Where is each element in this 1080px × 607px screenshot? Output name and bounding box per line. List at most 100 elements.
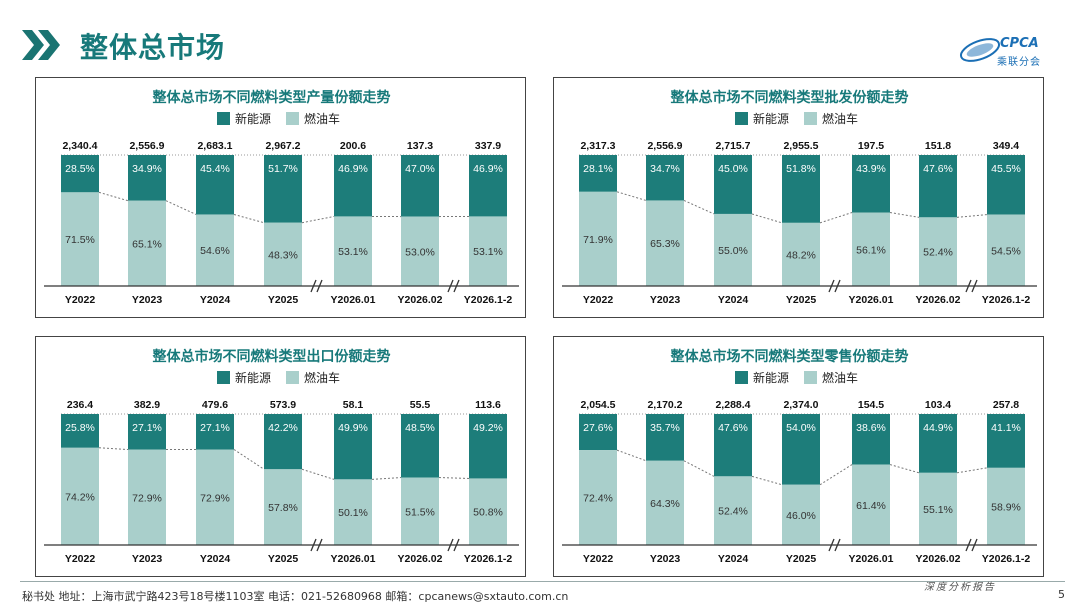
x-tick-label: Y2022 — [65, 553, 96, 565]
double-chevron-icon — [22, 30, 60, 60]
chart-panel-wholesale: 整体总市场不同燃料类型批发份额走势 新能源 燃油车 28.1% 71.9% 2,317.3… — [553, 77, 1044, 318]
bar-nev — [714, 155, 752, 214]
data-label-fuel: 48.3% — [268, 249, 298, 261]
axis-break-slash — [310, 279, 317, 293]
boundary-connector — [683, 200, 715, 215]
total-label: 2,955.5 — [783, 140, 818, 152]
bar-nev — [61, 155, 99, 193]
x-tick-label: Y2025 — [268, 294, 299, 306]
data-label-fuel: 57.8% — [268, 502, 298, 514]
data-label-fuel: 55.0% — [718, 245, 748, 257]
total-label: 151.8 — [925, 140, 951, 152]
data-label-nev: 47.6% — [923, 163, 953, 175]
data-label-fuel: 65.1% — [132, 238, 162, 250]
footer-contact: 秘书处 地址：上海市武宁路423号18号楼1103室 电话：021-526809… — [22, 590, 569, 603]
total-label: 2,556.9 — [647, 140, 682, 152]
total-label: 2,170.2 — [647, 399, 682, 411]
data-label-nev: 35.7% — [650, 422, 680, 434]
bar-nev — [469, 414, 507, 479]
page-title: 整体总市场 — [80, 31, 226, 64]
bar-fuel — [401, 216, 439, 286]
data-label-fuel: 54.5% — [991, 245, 1021, 257]
data-label-fuel: 72.9% — [132, 492, 162, 504]
chart-panel-production: 整体总市场不同燃料类型产量份额走势 新能源 燃油车 28.5% 71.5% 2,340.4… — [35, 77, 526, 318]
boundary-connector — [751, 475, 783, 486]
legend-label-fuel: 燃油车 — [822, 111, 858, 126]
chart-legend: 新能源 燃油车 — [217, 370, 340, 385]
bar-fuel — [987, 214, 1025, 286]
cpca-logo-icon — [959, 38, 1001, 62]
data-label-nev: 34.9% — [132, 163, 162, 175]
chart-legend: 新能源 燃油车 — [217, 111, 340, 126]
data-label-nev: 25.8% — [65, 422, 95, 434]
boundary-connector — [751, 213, 783, 224]
bar-nev — [128, 414, 166, 450]
bar-fuel — [264, 469, 302, 545]
data-label-fuel: 53.1% — [338, 246, 368, 258]
axis-break-mark — [310, 279, 323, 293]
bar-nev — [646, 414, 684, 461]
total-label: 2,683.1 — [197, 140, 232, 152]
data-label-fuel: 52.4% — [923, 247, 953, 259]
bar-fuel — [401, 477, 439, 545]
x-tick-label: Y2024 — [718, 294, 749, 306]
data-label-nev: 41.1% — [991, 422, 1021, 434]
data-label-fuel: 72.9% — [200, 492, 230, 504]
axis-break-mark — [965, 279, 978, 293]
legend-swatch-fuel — [286, 112, 299, 125]
axis-break-slash — [965, 538, 972, 552]
legend-label-nev: 新能源 — [753, 370, 789, 385]
data-label-nev: 51.7% — [268, 163, 298, 175]
total-label: 103.4 — [925, 399, 951, 411]
boundary-connector — [438, 477, 470, 479]
total-label: 236.4 — [67, 399, 93, 411]
bar-nev — [919, 414, 957, 473]
data-label-nev: 45.0% — [718, 163, 748, 175]
bar-nev — [61, 414, 99, 448]
data-label-fuel: 54.6% — [200, 245, 230, 257]
page-header: 整体总市场 CPCA 乘联分会 — [0, 0, 1080, 75]
data-label-nev: 54.0% — [786, 422, 816, 434]
axis-break-slash — [453, 279, 460, 293]
bar-fuel — [919, 472, 957, 545]
bar-nev — [334, 414, 372, 480]
total-label: 2,340.4 — [62, 140, 97, 152]
data-label-fuel: 74.2% — [65, 491, 95, 503]
data-label-fuel: 51.5% — [405, 506, 435, 518]
x-tick-label: Y2026.02 — [398, 294, 443, 306]
bar-nev — [196, 414, 234, 450]
legend-label-nev: 新能源 — [235, 370, 271, 385]
x-tick-label: Y2023 — [650, 294, 681, 306]
bar-fuel — [714, 476, 752, 545]
legend-label-fuel: 燃油车 — [822, 370, 858, 385]
boundary-connector — [616, 449, 647, 462]
data-label-fuel: 56.1% — [856, 244, 886, 256]
axis-break-mark — [447, 538, 460, 552]
x-tick-label: Y2026.1-2 — [464, 294, 513, 306]
bar-fuel — [852, 464, 890, 545]
legend-swatch-nev — [217, 112, 230, 125]
bar-fuel — [852, 212, 890, 286]
x-tick-label: Y2026.02 — [916, 553, 961, 565]
bar-fuel — [61, 447, 99, 545]
bar-fuel — [128, 200, 166, 286]
data-label-nev: 47.0% — [405, 163, 435, 175]
data-label-nev: 27.6% — [583, 422, 613, 434]
data-label-nev: 45.5% — [991, 163, 1021, 175]
data-label-nev: 27.1% — [200, 422, 230, 434]
x-tick-label: Y2023 — [650, 553, 681, 565]
boundary-connector — [98, 447, 129, 451]
bar-nev — [401, 155, 439, 217]
total-label: 154.5 — [858, 399, 884, 411]
data-label-fuel: 58.9% — [991, 501, 1021, 513]
data-label-fuel: 46.0% — [786, 510, 816, 522]
legend-label-fuel: 燃油车 — [304, 111, 340, 126]
x-tick-label: Y2024 — [200, 553, 231, 565]
total-label: 113.6 — [475, 399, 501, 411]
boundary-connector — [98, 191, 129, 202]
bar-nev — [334, 155, 372, 217]
bar-fuel — [334, 479, 372, 545]
bar-fuel — [61, 192, 99, 286]
bar-fuel — [196, 449, 234, 545]
